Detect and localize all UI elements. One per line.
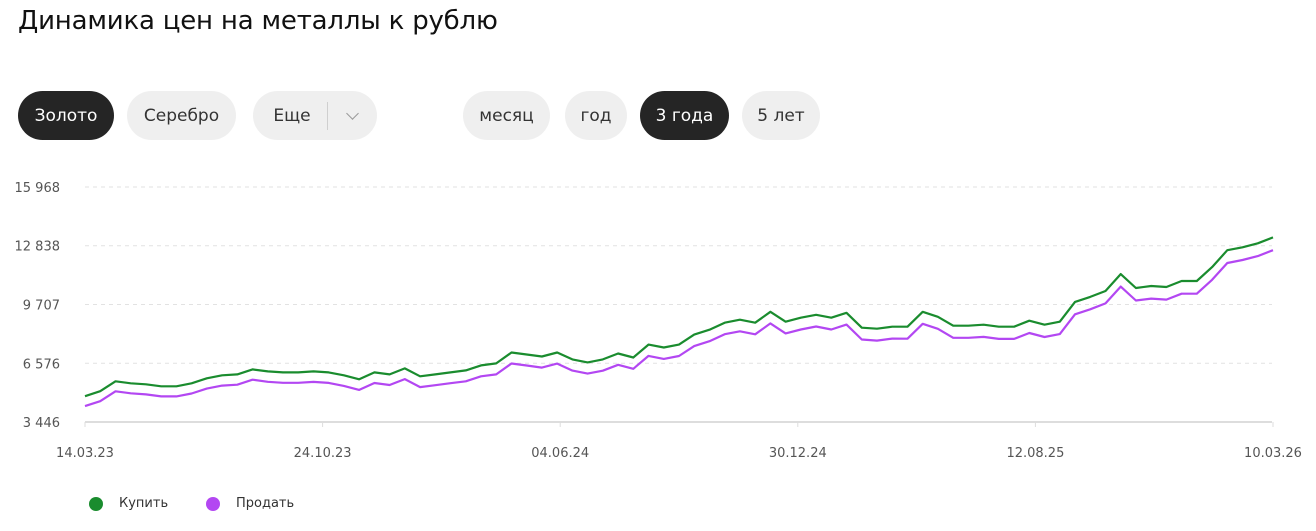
tab-period-5-years[interactable]: 5 лет [742, 91, 820, 140]
x-tick-label: 04.06.24 [531, 446, 589, 461]
y-tick-label: 3 446 [23, 416, 60, 431]
x-tick-label: 12.08.25 [1006, 446, 1064, 461]
buy-price-line [84, 236, 1274, 398]
sell-price-line [84, 249, 1274, 408]
divider [326, 101, 328, 130]
legend-label-buy: Купить [119, 496, 169, 511]
tab-period-3-years[interactable]: 3 года [640, 91, 729, 140]
y-tick-label: 15 968 [15, 181, 61, 196]
y-tick-label: 9 707 [23, 299, 60, 314]
y-tick-label: 6 576 [23, 357, 60, 372]
x-tick-label: 30.12.24 [769, 446, 827, 461]
tab-silver[interactable]: Серебро [127, 91, 236, 140]
more-metals-dropdown[interactable]: Еще [253, 91, 377, 140]
sell-dot-icon [206, 496, 220, 511]
x-tick-label: 24.10.23 [294, 446, 352, 461]
legend-item-buy: Купить [89, 496, 168, 511]
tab-gold[interactable]: Золото [18, 91, 114, 140]
tab-period-month[interactable]: месяц [463, 91, 550, 140]
tab-period-year[interactable]: год [565, 91, 627, 140]
legend-item-sell: Продать [206, 496, 294, 511]
legend-label-sell: Продать [236, 496, 295, 511]
buy-dot-icon [89, 496, 103, 511]
y-tick-label: 12 838 [15, 240, 61, 255]
page-title: Динамика цен на металлы к рублю [18, 6, 498, 36]
more-label: Еще [273, 105, 311, 126]
x-tick-label: 14.03.23 [56, 446, 114, 461]
x-tick-label: 10.03.26 [1244, 446, 1302, 461]
